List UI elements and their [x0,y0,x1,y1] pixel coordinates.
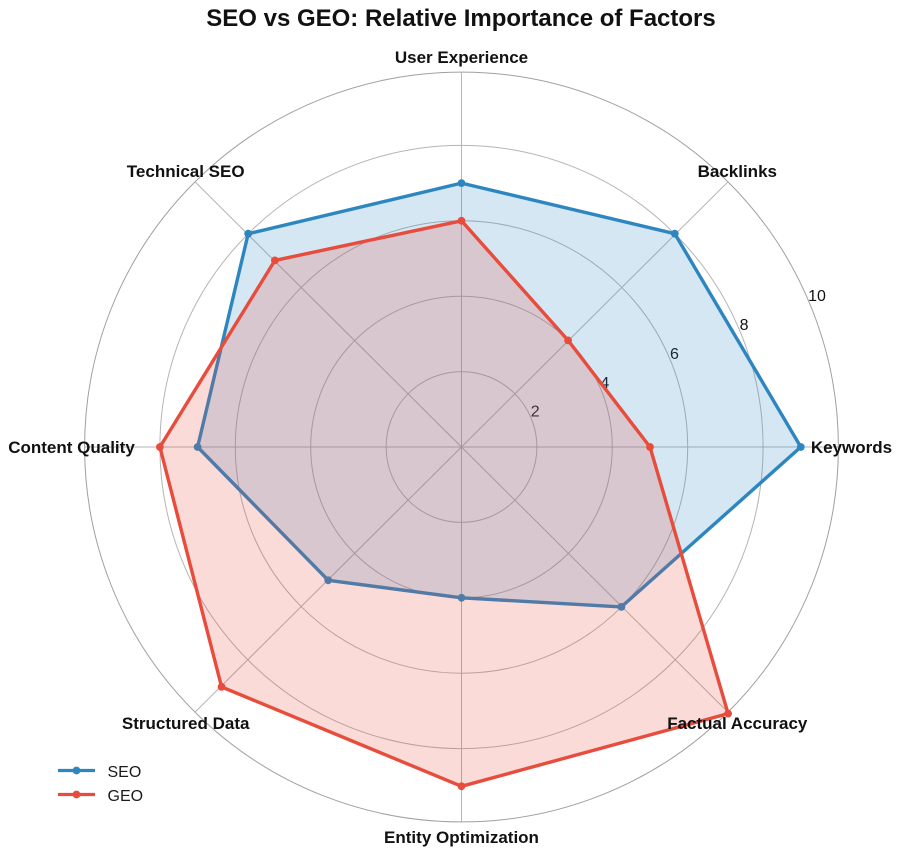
svg-text:Keywords: Keywords [811,438,892,457]
svg-text:Structured Data: Structured Data [122,714,250,733]
svg-text:User Experience: User Experience [395,48,528,67]
svg-text:SEO: SEO [108,764,142,781]
svg-text:Backlinks: Backlinks [698,162,777,181]
svg-text:Factual Accuracy: Factual Accuracy [667,714,808,733]
svg-text:6: 6 [670,346,679,363]
svg-text:GEO: GEO [108,788,144,805]
svg-text:Entity Optimization: Entity Optimization [384,828,539,847]
svg-text:10: 10 [808,288,826,305]
svg-text:SEO vs GEO: Relative Importanc: SEO vs GEO: Relative Importance of Facto… [206,5,715,32]
svg-text:4: 4 [600,375,609,392]
svg-text:Technical SEO: Technical SEO [127,162,245,181]
svg-text:2: 2 [531,404,540,421]
svg-text:8: 8 [740,317,749,334]
svg-text:Content Quality: Content Quality [8,438,135,457]
